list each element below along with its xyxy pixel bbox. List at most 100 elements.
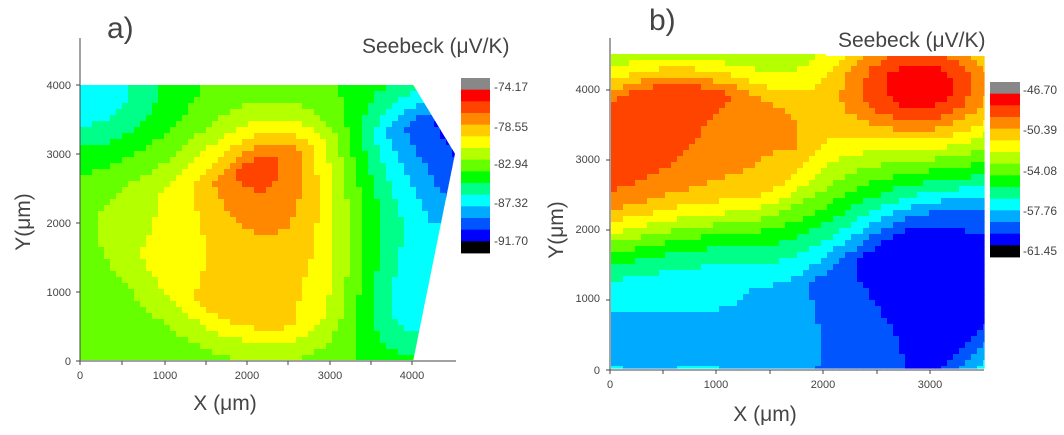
heatmap-cell [743, 168, 750, 175]
heatmap-cell [392, 133, 399, 140]
heatmap-cell [320, 85, 327, 92]
heatmap-cell [743, 138, 750, 145]
heatmap-cell [110, 241, 117, 248]
heatmap-cell [170, 259, 177, 266]
heatmap-cell [356, 277, 363, 284]
heatmap-cell [314, 355, 321, 361]
heatmap-cell [869, 138, 876, 145]
heatmap-cell [743, 246, 750, 253]
heatmap-cell [767, 222, 774, 229]
heatmap-cell [230, 205, 237, 212]
heatmap-cell [857, 132, 864, 139]
heatmap-cell [320, 235, 327, 242]
heatmap-cell [845, 222, 852, 229]
heatmap-cell [851, 84, 858, 91]
heatmap-cell [350, 325, 357, 332]
heatmap-cell [869, 132, 876, 139]
heatmap-cell [641, 84, 648, 91]
heatmap-cell [86, 127, 93, 134]
heatmap-cell [689, 66, 696, 73]
heatmap-cell [701, 174, 708, 181]
heatmap-cell [623, 222, 630, 229]
heatmap-cell [881, 216, 888, 223]
heatmap-cell [422, 349, 429, 356]
heatmap-cell [683, 108, 690, 115]
heatmap-cell [893, 150, 900, 157]
heatmap-cell [947, 120, 954, 127]
heatmap-cell [368, 289, 375, 296]
heatmap-cell [260, 175, 267, 182]
heatmap-cell [815, 168, 822, 175]
heatmap-cell [641, 180, 648, 187]
heatmap-cell [92, 325, 99, 332]
panel-a-y-axis-label: Y(μm) [12, 193, 35, 251]
heatmap-cell [767, 150, 774, 157]
heatmap-cell [134, 307, 141, 314]
heatmap-cell [821, 102, 828, 109]
heatmap-cell [194, 103, 201, 110]
heatmap-cell [641, 150, 648, 157]
heatmap-cell [164, 247, 171, 254]
heatmap-cell [296, 199, 303, 206]
heatmap-cell [755, 192, 762, 199]
heatmap-cell [362, 145, 369, 152]
heatmap-cell [116, 301, 123, 308]
heatmap-cell [386, 163, 393, 170]
heatmap-cell [80, 175, 87, 182]
heatmap-cell [881, 186, 888, 193]
heatmap-cell [452, 109, 456, 116]
heatmap-cell [194, 91, 201, 98]
heatmap-cell [725, 180, 732, 187]
heatmap-cell [440, 229, 447, 236]
heatmap-cell [122, 157, 129, 164]
heatmap-cell [104, 247, 111, 254]
heatmap-cell [689, 90, 696, 97]
heatmap-cell [104, 91, 111, 98]
heatmap-cell [635, 114, 642, 121]
heatmap-cell [653, 60, 660, 67]
heatmap-cell [446, 85, 453, 92]
heatmap-cell [386, 127, 393, 134]
heatmap-cell [266, 301, 273, 308]
heatmap-cell [200, 301, 207, 308]
heatmap-cell [296, 85, 303, 92]
heatmap-cell [623, 84, 630, 91]
heatmap-cell [833, 144, 840, 151]
heatmap-cell [386, 223, 393, 230]
heatmap-cell [863, 168, 870, 175]
heatmap-cell [104, 169, 111, 176]
heatmap-cell [983, 90, 985, 97]
heatmap-cell [695, 150, 702, 157]
heatmap-cell [338, 199, 345, 206]
heatmap-cell [935, 108, 942, 115]
heatmap-cell [707, 216, 714, 223]
heatmap-cell [224, 109, 231, 116]
heatmap-cell [947, 150, 954, 157]
heatmap-cell [248, 181, 255, 188]
heatmap-cell [953, 72, 960, 79]
heatmap-cell [446, 91, 453, 98]
heatmap-cell [170, 223, 177, 230]
heatmap-cell [86, 103, 93, 110]
heatmap-cell [881, 198, 888, 205]
heatmap-cell [398, 127, 405, 134]
heatmap-cell [899, 108, 906, 115]
heatmap-cell [815, 204, 822, 211]
heatmap-cell [659, 108, 666, 115]
heatmap-cell [122, 145, 129, 152]
heatmap-cell [671, 216, 678, 223]
heatmap-cell [254, 97, 261, 104]
panel-a-x-tick-3-label: 3000 [318, 370, 342, 382]
heatmap-cell [947, 180, 954, 187]
heatmap-cell [326, 127, 333, 134]
heatmap-cell [236, 259, 243, 266]
heatmap-cell [863, 150, 870, 157]
heatmap-cell [236, 307, 243, 314]
heatmap-cell [743, 120, 750, 127]
heatmap-cell [254, 139, 261, 146]
heatmap-cell [929, 96, 936, 103]
heatmap-cell [176, 205, 183, 212]
heatmap-cell [356, 307, 363, 314]
heatmap-cell [833, 168, 840, 175]
heatmap-cell [953, 228, 960, 235]
